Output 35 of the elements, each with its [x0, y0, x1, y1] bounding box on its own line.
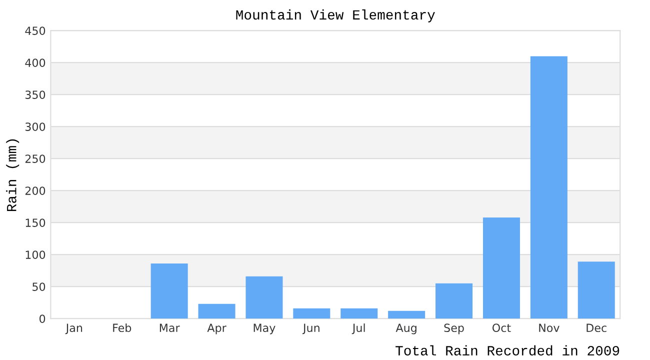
x-tick-label: Aug — [396, 324, 416, 334]
bar — [293, 308, 330, 319]
x-tick-label: May — [254, 324, 276, 334]
x-tick-label: Nov — [539, 324, 560, 332]
y-tick-label: 300 — [25, 122, 46, 131]
y-tick-label: 400 — [25, 58, 46, 67]
x-tick-label: Feb — [113, 323, 132, 332]
y-tick-label: 0 — [40, 314, 46, 323]
y-tick-label: 350 — [25, 90, 46, 99]
y-axis-title: Rain (mm) — [6, 139, 20, 212]
text: Total Rain Recorded in 2009 — [396, 345, 620, 356]
y-tick-label: 450 — [25, 26, 46, 35]
x-tick-label: Sep — [444, 324, 464, 334]
bar — [388, 310, 426, 319]
bar — [198, 304, 236, 319]
x-tick-label: Jun — [302, 324, 320, 334]
y-tick-label: 250 — [25, 154, 46, 163]
x-tick-label: Mar — [160, 324, 180, 332]
bar — [246, 276, 283, 319]
bar — [482, 217, 520, 319]
x-tick-label: Jul — [352, 323, 365, 334]
x-tick-label: Oct — [492, 324, 511, 332]
bar — [436, 283, 473, 319]
y-tick-label: 50 — [32, 282, 46, 291]
x-tick-label: Jan — [65, 324, 82, 334]
bar — [340, 308, 378, 319]
y-tick-label: 200 — [25, 186, 46, 195]
x-tick-label: Dec — [586, 324, 606, 332]
bar — [150, 264, 188, 319]
y-tick-label: 100 — [26, 250, 46, 259]
bar — [530, 56, 568, 319]
chart-title: Mountain View Elementary — [236, 9, 435, 22]
y-tick-label: 150 — [26, 218, 46, 227]
x-tick-label: Apr — [207, 324, 226, 334]
bar — [578, 262, 615, 319]
